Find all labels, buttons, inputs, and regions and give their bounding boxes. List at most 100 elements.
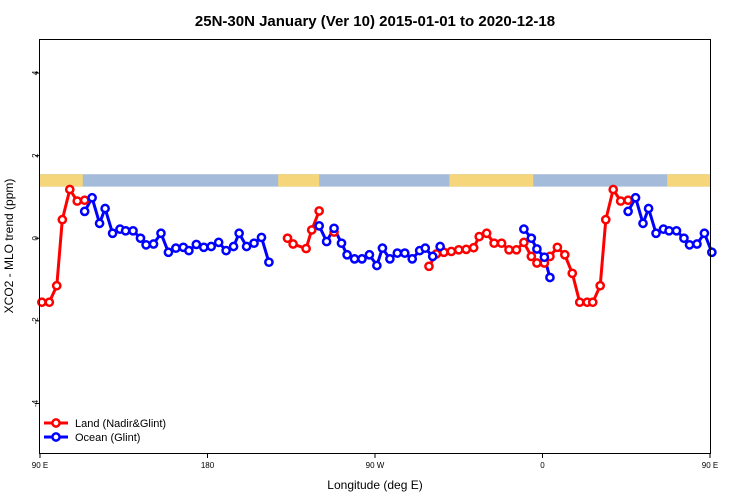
- series-1-point-0-16: [191, 239, 202, 250]
- series-0-point-3-6: [468, 242, 479, 253]
- x-tick-label-1: 180: [201, 461, 215, 470]
- series-1-point-0-11: [156, 228, 166, 239]
- land-band-3: [667, 174, 710, 187]
- series-1-point-1-8: [372, 260, 382, 271]
- land-band-1: [278, 174, 320, 187]
- series-0-point-3-12: [511, 244, 522, 255]
- x-tick-label-4: 90 E: [702, 461, 718, 470]
- series-1-point-3-3: [643, 203, 654, 214]
- series-1-point-0-26: [264, 257, 274, 268]
- ocean-band: [40, 174, 710, 187]
- series-1-point-0-19: [213, 237, 224, 248]
- series-1-point-0-17: [198, 242, 209, 253]
- series-1-point-1-1: [321, 236, 332, 247]
- series-0-point-3-25: [600, 214, 611, 225]
- series-0-point-0-5: [72, 196, 83, 206]
- series-0-point-3-3: [446, 246, 457, 257]
- series-1-point-2-0: [519, 224, 529, 235]
- series-1-point-3-9: [684, 239, 695, 250]
- x-tick-label-0: 90 E: [32, 461, 48, 470]
- series-1-point-3-6: [664, 225, 674, 236]
- x-tick-label-3: 0: [540, 461, 545, 470]
- y-axis-label: XCO2 - MLO trend (ppm): [2, 179, 16, 314]
- series-1-point-3-10: [692, 239, 702, 249]
- chart-title: 25N-30N January (Ver 10) 2015-01-01 to 2…: [195, 13, 555, 30]
- series-0-point-3-11: [504, 244, 514, 255]
- legend: Land (Nadir&Glint) Ocean (Glint): [44, 418, 166, 444]
- series-0-point-1-0: [282, 233, 293, 244]
- series-0-line-0: [41, 188, 85, 304]
- series-0-point-3-9: [489, 238, 499, 249]
- series-1-point-0-23: [241, 241, 252, 252]
- series-0-point-1-4: [314, 206, 325, 216]
- series-0-point-0-6: [79, 195, 90, 206]
- series-0-point-3-26: [608, 184, 619, 195]
- series-0-point-3-19: [559, 249, 570, 260]
- series-1-point-1-16: [427, 251, 438, 262]
- series-0-point-1-3: [306, 225, 317, 235]
- series-0-point-3-18: [552, 242, 563, 253]
- series-0-point-3-23: [587, 297, 598, 308]
- series-1-point-1-10: [385, 254, 395, 264]
- series-layer: [37, 184, 717, 308]
- series-1-point-0-24: [249, 238, 259, 249]
- series-0-point-0-2: [51, 280, 62, 291]
- legend-label-0: Land (Nadir&Glint): [75, 418, 166, 430]
- series-0-point-3-28: [623, 195, 633, 206]
- series-1-point-0-10: [148, 239, 159, 249]
- series-1-point-0-0: [79, 206, 90, 217]
- series-0-point-1-2: [301, 243, 311, 254]
- series-1-point-0-6: [120, 225, 131, 236]
- series-1-point-1-13: [407, 254, 418, 264]
- series-1-point-1-6: [357, 254, 367, 264]
- series-1-point-1-2: [329, 223, 339, 234]
- series-1-point-3-8: [679, 233, 689, 244]
- series-0-point-3-15: [532, 258, 542, 268]
- series-1-point-1-15: [420, 243, 431, 254]
- series-1-point-3-0: [623, 206, 633, 217]
- land-band-0: [40, 174, 83, 187]
- series-1-point-0-21: [228, 241, 239, 252]
- series-1-point-2-2: [532, 244, 542, 254]
- series-0-point-3-20: [567, 268, 578, 279]
- series-1-point-0-4: [107, 228, 118, 239]
- legend-marker-1: [51, 432, 61, 442]
- series-1-point-0-12: [163, 247, 174, 258]
- series-0-point-3-13: [519, 237, 529, 248]
- series-1-point-1-0: [314, 221, 325, 231]
- series-1-point-1-3: [336, 238, 347, 249]
- axis-ticks: -4 -2 0 2 4 90 E 180 90 W 0 90 E: [31, 70, 718, 470]
- series-1-point-1-5: [349, 254, 360, 264]
- legend-marker-0: [51, 418, 61, 428]
- series-1-point-3-12: [707, 247, 717, 258]
- land-band-2: [449, 174, 534, 187]
- x-tick-label-2: 90 W: [366, 461, 385, 470]
- y-tick-label-1: -2: [31, 317, 40, 325]
- series-1-point-3-2: [638, 218, 648, 229]
- series-1-point-3-11: [699, 228, 710, 239]
- series-1-point-0-9: [141, 239, 151, 250]
- y-tick-label-0: -4: [31, 399, 40, 407]
- series-1-point-0-25: [256, 232, 267, 243]
- land-sea-strip: [40, 174, 710, 187]
- series-1-point-0-15: [184, 245, 194, 256]
- series-1-point-0-18: [206, 241, 217, 252]
- series-1-point-0-1: [87, 192, 97, 203]
- series-1-point-1-7: [364, 249, 375, 260]
- series-0-point-3-24: [595, 280, 606, 291]
- series-1-point-0-2: [94, 218, 105, 229]
- series-0-point-3-21: [574, 297, 585, 308]
- series-1-point-3-1: [630, 192, 641, 203]
- plot-frame: [39, 39, 711, 454]
- series-0-point-3-0: [424, 261, 434, 272]
- series-1-point-0-20: [221, 245, 231, 256]
- series-0-point-3-27: [615, 196, 626, 206]
- series-1-point-2-3: [539, 252, 550, 263]
- series-0-point-0-4: [64, 184, 75, 195]
- series-0-point-3-4: [453, 244, 464, 255]
- series-1-point-1-12: [399, 248, 410, 258]
- series-1-point-3-7: [671, 225, 682, 236]
- series-1-point-0-22: [234, 228, 244, 239]
- series-1-point-1-9: [377, 243, 388, 254]
